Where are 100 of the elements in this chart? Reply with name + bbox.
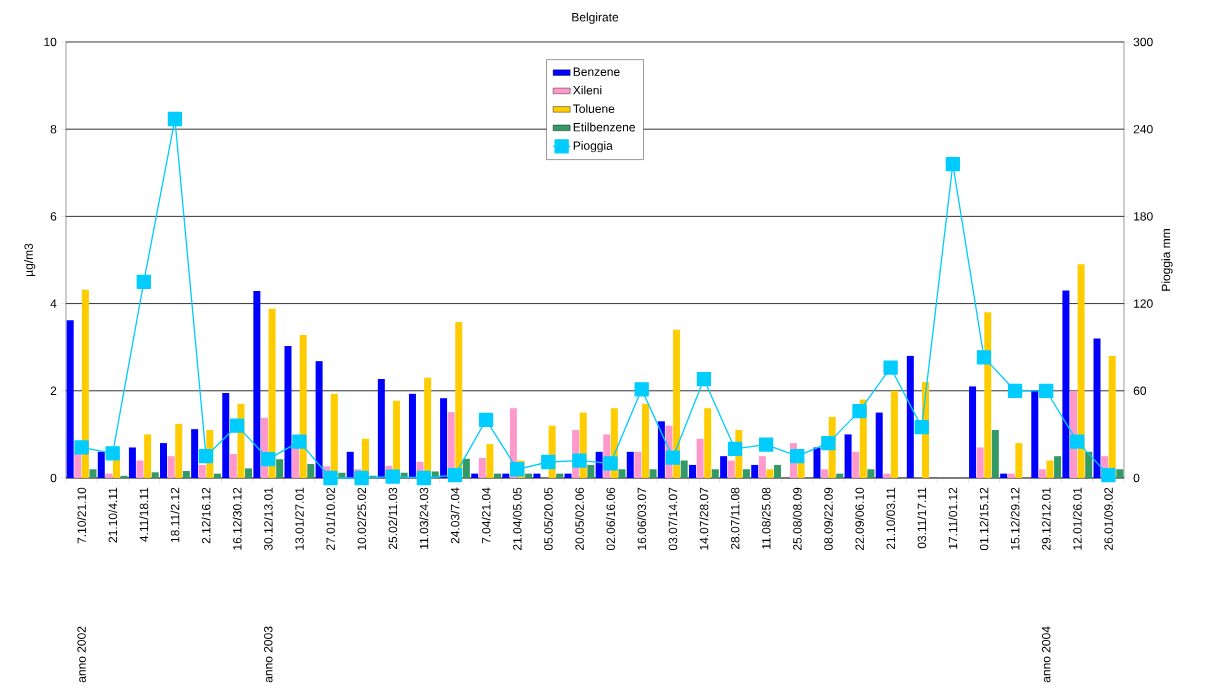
point [510, 462, 525, 477]
point [385, 469, 400, 484]
bar [758, 456, 766, 478]
bar [844, 434, 852, 478]
point [914, 419, 929, 435]
bar [556, 473, 564, 478]
x-tick-label: 14.07/28.07 [699, 487, 709, 550]
bar [991, 430, 999, 478]
bar [346, 451, 354, 478]
bar [144, 434, 152, 478]
point [603, 456, 618, 471]
x-tick-label: 4.11/18.11 [139, 487, 149, 542]
bar [1000, 473, 1008, 478]
x-tick-label: 01.12/15.12 [979, 487, 989, 551]
bar [471, 473, 479, 478]
bar [245, 468, 253, 478]
bar [1077, 264, 1085, 478]
bar [1038, 469, 1046, 478]
bar [641, 403, 649, 478]
bar [128, 447, 136, 478]
bar [1007, 473, 1015, 478]
y-tick-label: 6 [50, 212, 57, 221]
point [1039, 383, 1054, 398]
point [945, 156, 960, 172]
x-tick-label: 28.07/11.08 [730, 487, 740, 550]
bar [1031, 390, 1039, 478]
y2-tick-label: 240 [1133, 124, 1153, 134]
x-tick-label: 16.06/03.07 [637, 487, 647, 550]
point [883, 360, 898, 375]
point [292, 434, 307, 449]
text: anno 2003 [264, 626, 273, 683]
bar [634, 451, 642, 478]
bar [1093, 338, 1101, 478]
bar [486, 443, 494, 478]
bar [1054, 456, 1062, 478]
bar [408, 393, 416, 478]
point [105, 446, 120, 461]
bar [315, 361, 323, 478]
bar [525, 473, 533, 478]
legend-label: Etilbenzene [573, 122, 635, 132]
point [790, 449, 805, 464]
point [74, 440, 89, 455]
bar [626, 451, 634, 478]
point [261, 451, 276, 467]
point [136, 274, 151, 289]
bar [875, 412, 883, 478]
x-tick-label: 03.07/14.07 [668, 487, 678, 551]
point [416, 470, 431, 486]
x-tick-label: 03.11/17.11 [917, 487, 927, 549]
bar [618, 469, 626, 478]
bar [276, 459, 284, 478]
bar [151, 472, 159, 478]
bar [649, 469, 657, 478]
x-tick-label: 25.02/11.03 [388, 487, 398, 550]
bar [1015, 443, 1023, 478]
x-tick-label: 16.12/30.12 [232, 487, 242, 550]
x-tick-label: 10.02/25.02 [357, 487, 367, 550]
bar [852, 451, 860, 478]
bar [906, 355, 914, 478]
bar [175, 423, 183, 478]
chart-title: Belgirate [572, 12, 619, 24]
x-tick-label: 26.01/09.02 [1104, 487, 1113, 550]
bar [751, 464, 759, 478]
bar [883, 473, 891, 478]
bar [742, 469, 750, 478]
bar [66, 320, 74, 478]
bar [253, 290, 261, 478]
bar [307, 464, 315, 478]
point [821, 435, 836, 451]
x-tick-label: 18.11/2.12 [170, 487, 180, 543]
bar [976, 447, 984, 478]
x-tick-label: 15.12/29.12 [1010, 487, 1020, 550]
x-tick-label: 7.10/21.10 [77, 487, 86, 544]
bar [720, 456, 728, 478]
bar [1046, 460, 1054, 478]
x-tick-label: 17.11/01.12 [948, 487, 958, 549]
y-tick-label: 4 [50, 299, 57, 308]
point [478, 412, 494, 427]
bar [696, 438, 704, 478]
bar [493, 473, 501, 478]
bar [1062, 290, 1070, 478]
y2-tick-label: 60 [1133, 386, 1147, 396]
y2-tick-label: 120 [1134, 299, 1153, 308]
point [665, 450, 680, 465]
bar [533, 473, 541, 478]
bar [182, 471, 190, 478]
bar [120, 475, 128, 478]
x-tick-label: 13.01/27.01 [294, 487, 304, 550]
text: anno 2002 [77, 626, 86, 683]
bar [711, 469, 719, 478]
x-tick-label: 11.03/24.03 [419, 487, 429, 549]
point [541, 454, 556, 470]
x-tick-label: 08.09/22.09 [823, 487, 833, 551]
bar [502, 473, 510, 478]
point [758, 437, 774, 452]
x-tick-label: 22.09/06.10 [855, 487, 864, 550]
bar [704, 408, 712, 478]
x-tick-label: 7.04/21.04 [481, 487, 491, 544]
point [230, 418, 245, 433]
bar [167, 456, 175, 478]
